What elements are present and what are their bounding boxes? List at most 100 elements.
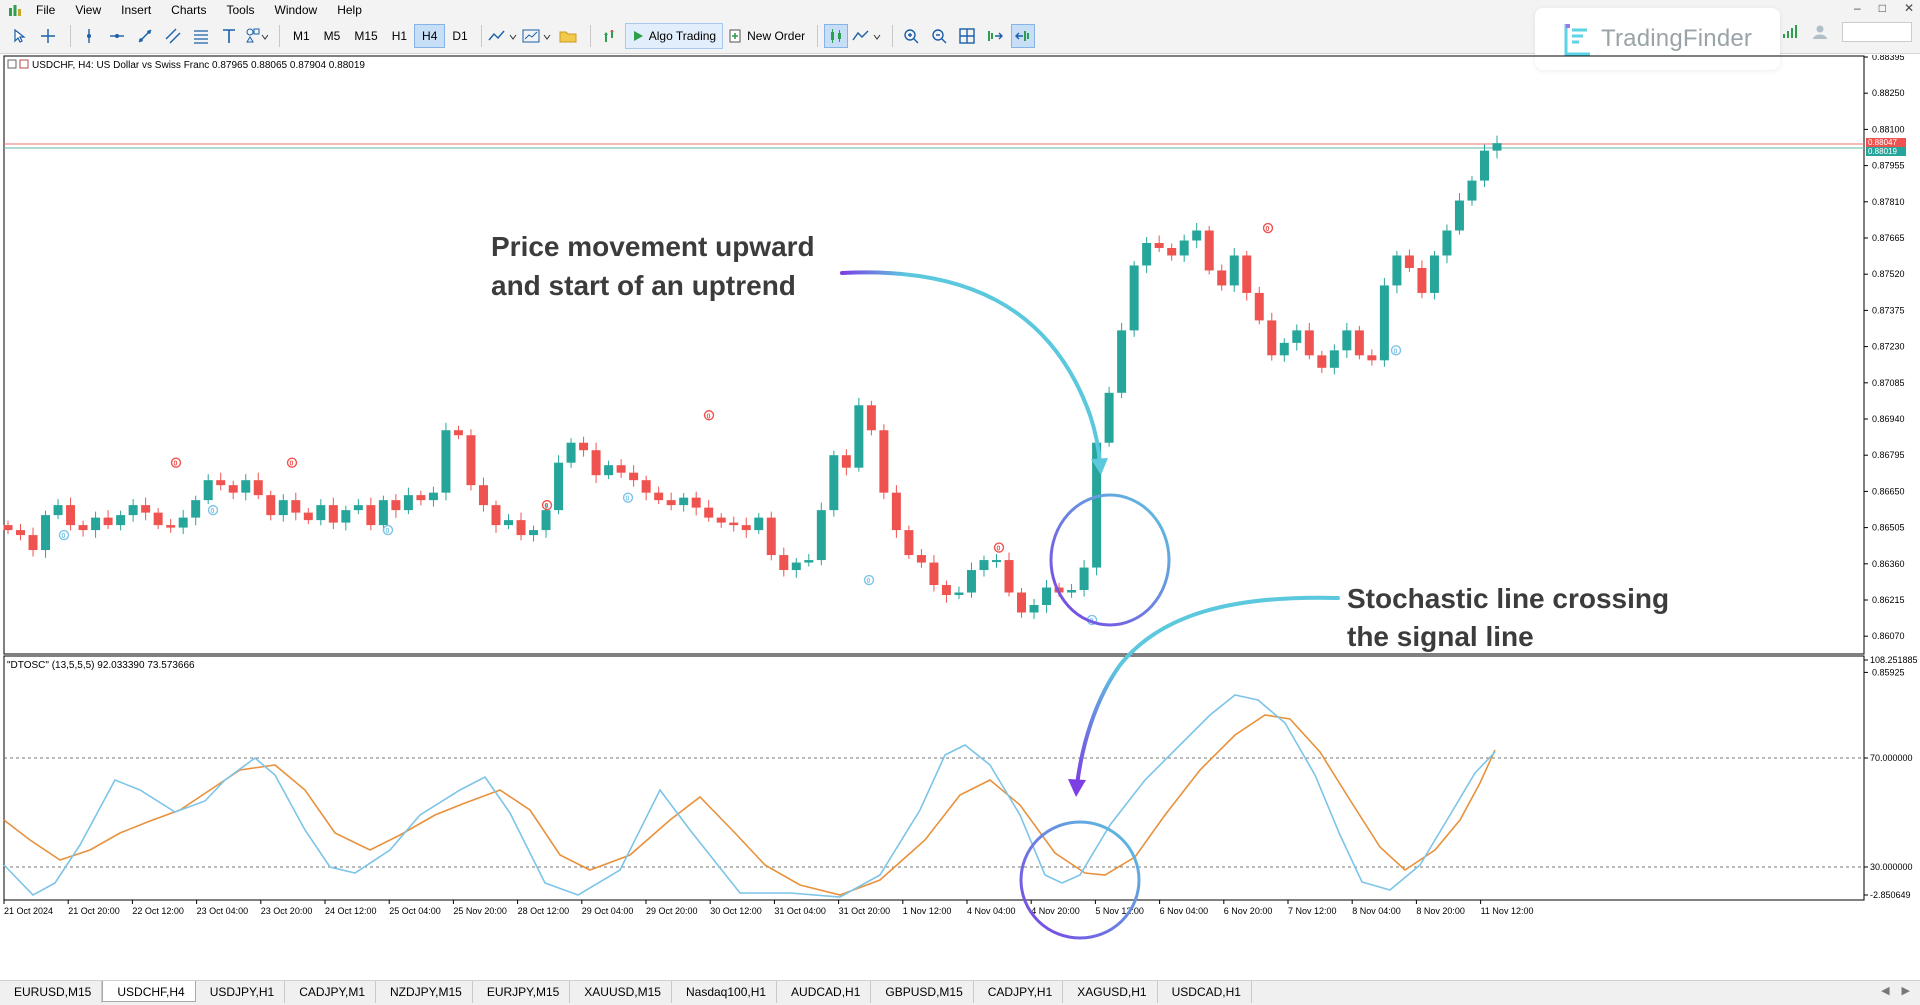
indicators-icon[interactable] bbox=[488, 24, 518, 48]
market-watch-icon[interactable] bbox=[597, 24, 621, 48]
bullish-candle bbox=[1479, 150, 1489, 181]
menu-charts[interactable]: Charts bbox=[171, 2, 207, 17]
symbol-tab[interactable]: USDJPY,H1 bbox=[196, 981, 286, 1003]
search-box[interactable] bbox=[1842, 22, 1912, 42]
symbol-tab[interactable]: EURUSD,M15 bbox=[0, 981, 103, 1003]
bearish-candle bbox=[729, 522, 739, 526]
zoom-out-icon[interactable] bbox=[927, 24, 951, 48]
bearish-candle bbox=[1304, 330, 1314, 356]
symbol-tab[interactable]: CADJPY,H1 bbox=[974, 981, 1064, 1003]
chart-menu-icon[interactable] bbox=[7, 59, 17, 69]
menu-help[interactable]: Help bbox=[337, 2, 362, 17]
symbol-tab[interactable]: Nasdaq100,H1 bbox=[672, 981, 778, 1003]
channel-icon[interactable] bbox=[161, 24, 185, 48]
price-axis-label: 0.87230 bbox=[1872, 342, 1905, 352]
timeframe-m1[interactable]: M1 bbox=[293, 29, 310, 43]
price-annotation-line2: and start of an uptrend bbox=[491, 270, 796, 301]
minimize-icon[interactable]: – bbox=[1854, 1, 1861, 15]
chart-window[interactable]: 0.88395 0.88250 0.88100 0.87955 0.87810 0.876… bbox=[0, 55, 1920, 980]
timeframe-m15[interactable]: M15 bbox=[354, 29, 378, 43]
account-icon[interactable] bbox=[1812, 24, 1828, 40]
bearish-candle bbox=[153, 512, 163, 526]
horizontal-line-icon[interactable] bbox=[105, 24, 129, 48]
menu-window[interactable]: Window bbox=[274, 2, 318, 17]
symbol-tab[interactable]: AUDCAD,H1 bbox=[777, 981, 872, 1003]
shapes-icon[interactable] bbox=[245, 24, 269, 48]
timeframe-h4[interactable]: H4 bbox=[414, 24, 446, 48]
time-axis-label: 31 Oct 20:00 bbox=[839, 906, 891, 916]
close-icon[interactable]: ✕ bbox=[1903, 1, 1914, 15]
signal-marker-label: 0 bbox=[997, 546, 1001, 553]
price-axis-label: 0.87375 bbox=[1872, 305, 1905, 315]
time-axis-label: 4 Nov 04:00 bbox=[967, 906, 1016, 916]
signal-marker-label: 0 bbox=[867, 578, 871, 585]
signal-marker-label: 0 bbox=[626, 496, 630, 503]
timeframe-d1[interactable]: D1 bbox=[452, 29, 468, 43]
bearish-candle bbox=[1367, 355, 1377, 361]
menu-insert[interactable]: Insert bbox=[121, 2, 152, 17]
profiles-icon[interactable] bbox=[556, 24, 580, 48]
bearish-candle bbox=[641, 480, 651, 493]
line-chart-icon[interactable] bbox=[852, 24, 882, 48]
osc-annotation-line1: Stochastic line crossing bbox=[1347, 583, 1669, 614]
bullish-candle bbox=[116, 515, 126, 526]
symbol-tab[interactable]: EURJPY,M15 bbox=[473, 981, 571, 1003]
templates-icon[interactable] bbox=[522, 24, 552, 48]
crosshair-icon[interactable] bbox=[36, 24, 60, 48]
bullish-candle bbox=[91, 517, 101, 531]
bearish-candle bbox=[291, 500, 301, 513]
candlestick-series bbox=[3, 135, 1502, 619]
fibonacci-icon[interactable] bbox=[189, 24, 213, 48]
maximize-icon[interactable]: □ bbox=[1878, 1, 1886, 15]
bearish-candle bbox=[704, 507, 714, 518]
symbol-tab[interactable]: NZDJPY,M15 bbox=[376, 981, 473, 1003]
bearish-candle bbox=[466, 435, 476, 486]
osc-axis-label: 70.000000 bbox=[1870, 753, 1913, 763]
bearish-candle bbox=[716, 517, 726, 523]
tab-scroll-left-icon[interactable]: ◀ bbox=[1881, 985, 1890, 997]
symbol-tab[interactable]: USDCHF,H4 bbox=[102, 981, 196, 1002]
auto-scroll-icon[interactable] bbox=[1011, 24, 1036, 48]
bullish-candle bbox=[991, 560, 1001, 563]
bearish-candle bbox=[1417, 267, 1427, 293]
symbol-tab[interactable]: CADJPY,M1 bbox=[285, 981, 376, 1003]
menu-file[interactable]: File bbox=[36, 2, 56, 17]
bearish-candle bbox=[766, 517, 776, 556]
menu-view[interactable]: View bbox=[75, 2, 102, 17]
timeframe-h1[interactable]: H1 bbox=[391, 29, 408, 43]
toolbar-divider bbox=[892, 25, 894, 47]
bearish-candle bbox=[654, 492, 664, 501]
tab-scroll-right-icon[interactable]: ▶ bbox=[1901, 985, 1910, 997]
algo-trading-button[interactable]: Algo Trading bbox=[624, 23, 724, 49]
chart-shift-icon[interactable] bbox=[983, 24, 1007, 48]
text-tool-icon[interactable] bbox=[217, 24, 241, 48]
vertical-line-icon[interactable] bbox=[77, 24, 101, 48]
trendline-icon[interactable] bbox=[133, 24, 157, 48]
bearish-candle bbox=[16, 530, 26, 536]
price-axis-label: 0.86795 bbox=[1872, 450, 1905, 460]
zoom-in-icon[interactable] bbox=[899, 24, 923, 48]
bullish-candle bbox=[1379, 285, 1389, 361]
chart-properties-icon[interactable] bbox=[19, 59, 29, 69]
new-order-button[interactable]: New Order bbox=[723, 23, 811, 49]
menu-tools[interactable]: Tools bbox=[226, 2, 255, 17]
timeframe-m5[interactable]: M5 bbox=[323, 29, 341, 43]
signals-icon[interactable] bbox=[1782, 24, 1798, 40]
osc-axis-label: 30.000000 bbox=[1870, 862, 1913, 872]
symbol-tab[interactable]: USDCAD,H1 bbox=[1158, 981, 1252, 1003]
bearish-candle bbox=[1267, 320, 1277, 356]
tile-windows-icon[interactable] bbox=[955, 24, 979, 48]
chart-canvas[interactable]: 0.88395 0.88250 0.88100 0.87955 0.87810 0.876… bbox=[0, 55, 1920, 980]
bearish-candle bbox=[328, 505, 338, 523]
bearish-candle bbox=[629, 472, 639, 481]
bearish-candle bbox=[103, 517, 113, 526]
bearish-candle bbox=[3, 525, 13, 531]
candlestick-chart-icon[interactable] bbox=[824, 24, 849, 48]
symbol-tab[interactable]: XAUUSD,M15 bbox=[570, 981, 672, 1003]
bearish-candle bbox=[916, 555, 926, 563]
time-axis-label: 25 Nov 20:00 bbox=[453, 906, 507, 916]
buy-signal-marker bbox=[382, 524, 394, 536]
symbol-tab[interactable]: GBPUSD,M15 bbox=[871, 981, 974, 1003]
cursor-icon[interactable] bbox=[8, 24, 32, 48]
symbol-tab[interactable]: XAGUSD,H1 bbox=[1063, 981, 1158, 1003]
